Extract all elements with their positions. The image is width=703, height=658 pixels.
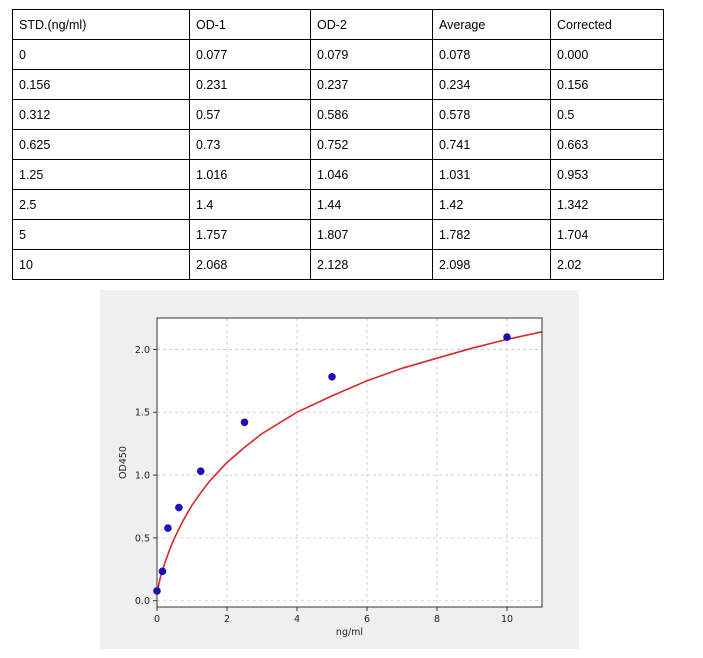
- x-tick-label: 2: [224, 614, 230, 625]
- cell-od2: 2.128: [310, 249, 433, 280]
- cell-average: 1.782: [432, 219, 551, 250]
- cell-od1: 1.4: [189, 189, 311, 220]
- cell-std: 1.25: [12, 159, 190, 190]
- data-point: [196, 467, 205, 475]
- x-tick-label: 10: [501, 614, 513, 625]
- y-tick-label: 0.0: [135, 596, 150, 607]
- cell-std: 0.312: [12, 99, 190, 130]
- header-od1: OD-1: [189, 9, 311, 40]
- cell-average: 0.578: [432, 99, 551, 130]
- table-row: 0.156 0.231 0.237 0.234 0.156: [12, 69, 664, 100]
- table-row: 0.625 0.73 0.752 0.741 0.663: [12, 129, 664, 160]
- cell-od2: 1.44: [310, 189, 433, 220]
- standard-table: STD.(ng/ml) OD-1 OD-2 Average Corrected …: [12, 9, 664, 280]
- data-point: [328, 373, 336, 381]
- table-row: 0.312 0.57 0.586 0.578 0.5: [12, 99, 664, 130]
- cell-average: 0.078: [432, 39, 551, 70]
- curve-layer: [156, 331, 543, 595]
- cell-od1: 0.231: [189, 69, 311, 100]
- cell-corrected: 0.663: [550, 129, 664, 160]
- cell-corrected: 0.5: [550, 99, 664, 130]
- chart-canvas: 0 2 4 6 8 10 0.0 0.5 1.0 1.5 2.0 ng/ml OD450: [118, 317, 543, 638]
- cell-average: 1.031: [432, 159, 551, 190]
- cell-od1: 2.068: [189, 249, 311, 280]
- cell-corrected: 1.342: [550, 189, 664, 220]
- data-point: [175, 503, 183, 512]
- data-point: [164, 524, 172, 532]
- x-axis-label: ng/ml: [336, 627, 363, 638]
- header-corrected: Corrected: [550, 9, 664, 40]
- cell-od1: 1.757: [189, 219, 311, 250]
- cell-od2: 0.079: [310, 39, 433, 70]
- y-axis-label: OD450: [118, 446, 129, 479]
- x-tick-label: 0: [154, 614, 160, 625]
- x-tick-label: 4: [294, 614, 300, 625]
- point-layer: [153, 333, 511, 595]
- cell-average: 0.234: [432, 69, 551, 100]
- standard-curve-chart: 0 2 4 6 8 10 0.0 0.5 1.0 1.5 2.0 ng/ml OD450: [100, 290, 579, 649]
- cell-average: 2.098: [432, 249, 551, 280]
- cell-std: 0: [12, 39, 190, 70]
- table-row: 10 2.068 2.128 2.098 2.02: [12, 249, 664, 280]
- data-point: [158, 567, 167, 576]
- y-tick-label: 1.5: [135, 408, 150, 419]
- cell-std: 0.156: [12, 69, 190, 100]
- fit-curve-line: [156, 331, 543, 595]
- cell-std: 5: [12, 219, 190, 250]
- cell-od1: 1.016: [189, 159, 311, 190]
- table-row: 2.5 1.4 1.44 1.42 1.342: [12, 189, 664, 220]
- plot-area: [157, 318, 542, 607]
- table-row: 0 0.077 0.079 0.078 0.000: [12, 39, 664, 70]
- cell-od2: 0.752: [310, 129, 433, 160]
- y-tick-label: 1.0: [135, 471, 150, 482]
- cell-od1: 0.57: [189, 99, 311, 130]
- data-point: [503, 333, 511, 341]
- cell-od1: 0.73: [189, 129, 311, 160]
- cell-corrected: 1.704: [550, 219, 664, 250]
- grid-layer: [156, 318, 542, 607]
- table-header-row: STD.(ng/ml) OD-1 OD-2 Average Corrected: [12, 9, 664, 40]
- tick-layer: 0 2 4 6 8 10 0.0 0.5 1.0 1.5 2.0: [135, 345, 513, 625]
- cell-corrected: 0.000: [550, 39, 664, 70]
- cell-od2: 0.237: [310, 69, 433, 100]
- x-tick-label: 6: [364, 614, 370, 625]
- cell-average: 1.42: [432, 189, 551, 220]
- cell-std: 0.625: [12, 129, 190, 160]
- cell-od2: 1.807: [310, 219, 433, 250]
- cell-corrected: 0.953: [550, 159, 664, 190]
- cell-od2: 0.586: [310, 99, 433, 130]
- table-row: 5 1.757 1.807 1.782 1.704: [12, 219, 664, 250]
- cell-od1: 0.077: [189, 39, 311, 70]
- table-row: 1.25 1.016 1.046 1.031 0.953: [12, 159, 664, 190]
- y-tick-label: 0.5: [135, 533, 150, 544]
- cell-std: 2.5: [12, 189, 190, 220]
- header-od2: OD-2: [310, 9, 433, 40]
- plot-frame: [156, 317, 543, 608]
- cell-corrected: 2.02: [550, 249, 664, 280]
- cell-average: 0.741: [432, 129, 551, 160]
- header-average: Average: [432, 9, 551, 40]
- data-point: [240, 418, 249, 427]
- y-tick-label: 2.0: [135, 345, 150, 356]
- header-std: STD.(ng/ml): [12, 9, 190, 40]
- cell-corrected: 0.156: [550, 69, 664, 100]
- cell-std: 10: [12, 249, 190, 280]
- x-tick-label: 8: [434, 614, 440, 625]
- cell-od2: 1.046: [310, 159, 433, 190]
